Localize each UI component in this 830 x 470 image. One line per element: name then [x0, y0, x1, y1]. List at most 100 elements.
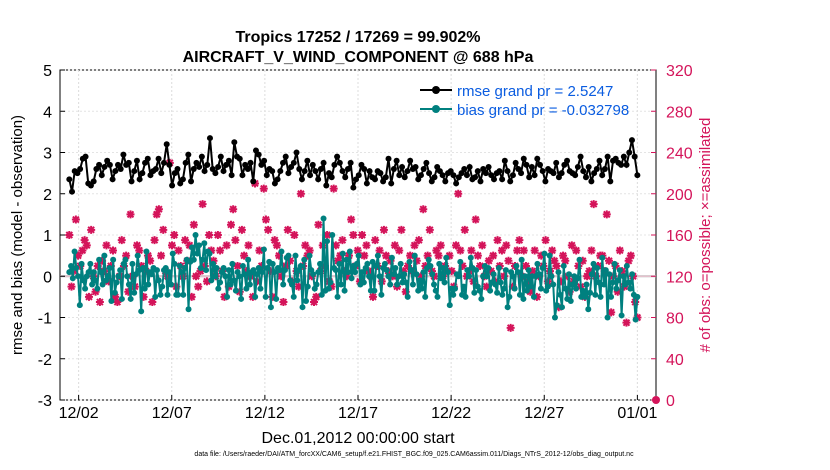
bias-point: [97, 269, 104, 276]
y-left-tick-label: -1: [38, 311, 52, 328]
bias-point: [443, 254, 450, 261]
obs-point: [231, 236, 240, 245]
rmse-point: [298, 176, 305, 183]
bias-point: [239, 262, 246, 269]
bias-point: [211, 273, 218, 280]
y-left-tick-label: 5: [43, 63, 52, 80]
bias-point: [246, 281, 253, 288]
rmse-point: [531, 172, 538, 179]
rmse-point: [518, 170, 525, 177]
obs-point: [216, 246, 225, 255]
rmse-point: [274, 176, 281, 183]
bias-point: [555, 269, 562, 276]
bias-point: [82, 285, 89, 292]
x-tick-label: 12/12: [245, 405, 285, 422]
rmse-point: [250, 178, 257, 185]
bias-point: [548, 273, 555, 280]
obs-point: [207, 246, 216, 255]
bias-point: [541, 250, 548, 257]
obs-point: [196, 267, 205, 276]
bias-point: [627, 285, 634, 292]
rmse-point: [404, 168, 411, 175]
bias-point: [467, 254, 474, 261]
bias-point: [267, 304, 274, 311]
rmse-point: [69, 188, 76, 195]
rmse-point: [588, 178, 595, 185]
bias-point: [364, 260, 371, 267]
obs-point: [403, 261, 412, 270]
obs-point: [458, 261, 467, 270]
bias-point: [297, 262, 304, 269]
bias-point: [551, 314, 558, 321]
obs-point: [146, 256, 155, 265]
obs-point: [261, 215, 270, 224]
bias-point: [325, 285, 332, 292]
legend-bias-label: bias grand pr = -0.032798: [457, 102, 629, 119]
bias-point: [132, 271, 139, 278]
bias-point: [594, 265, 601, 271]
axis-ticks: 12/02 12/07 12/12 12/17 12/22 12/27 01/01 -3 -2 -…: [38, 63, 693, 422]
bias-point: [430, 281, 437, 288]
obs-point: [395, 246, 404, 255]
bias-point: [501, 285, 508, 292]
bias-point: [113, 279, 120, 286]
rmse-point: [128, 178, 135, 185]
bias-point: [131, 289, 138, 296]
bias-point: [152, 293, 159, 300]
rmse-point: [323, 182, 330, 189]
bias-point: [445, 269, 452, 276]
bias-point: [464, 267, 471, 274]
obs-point: [467, 246, 476, 255]
bias-point: [281, 267, 288, 274]
obs-point: [157, 251, 166, 260]
bias-point: [581, 293, 588, 300]
rmse-point: [90, 178, 97, 185]
bias-point: [565, 271, 572, 278]
obs-point: [604, 256, 613, 265]
bias-point: [366, 273, 373, 280]
bias-point: [427, 262, 434, 269]
x-tick-label: 12/17: [338, 405, 378, 422]
rmse-point: [190, 166, 197, 172]
bias-point: [159, 283, 166, 290]
obs-point: [98, 256, 107, 265]
rmse-point: [420, 166, 427, 172]
obs-point: [181, 236, 190, 245]
rmse-point: [528, 163, 535, 170]
bias-point: [220, 265, 227, 271]
obs-point: [124, 287, 133, 296]
bias-point: [560, 262, 567, 269]
obs-point: [159, 225, 168, 234]
rmse-point: [112, 168, 119, 175]
obs-point: [526, 287, 535, 296]
bias-point: [632, 316, 639, 323]
bias-point: [483, 273, 490, 280]
bias-point: [87, 260, 94, 267]
rmse-point: [558, 170, 565, 177]
obs-point: [117, 236, 126, 245]
rmse-point: [169, 182, 176, 189]
obs-point: [283, 225, 292, 234]
obs-point: [482, 282, 491, 291]
bias-point: [416, 277, 423, 284]
rmse-point: [363, 180, 370, 187]
bias-point: [280, 281, 287, 288]
y-right-tick-label: 280: [666, 104, 693, 121]
rmse-point: [474, 168, 481, 175]
bias-point: [373, 262, 380, 269]
bias-point: [511, 285, 518, 292]
bias-point: [436, 260, 443, 267]
bias-point: [492, 281, 499, 288]
y-left-tick-label: 1: [43, 228, 52, 245]
bias-point: [243, 285, 250, 292]
bias-point: [420, 269, 427, 276]
bias-point: [345, 269, 352, 276]
rmse-point: [217, 153, 224, 160]
obs-point: [205, 231, 214, 239]
bias-point: [106, 265, 113, 271]
obs-point: [200, 261, 209, 270]
bias-point: [110, 256, 117, 263]
rmse-point: [320, 159, 327, 166]
obs-point: [607, 308, 616, 317]
rmse-point: [407, 157, 414, 164]
